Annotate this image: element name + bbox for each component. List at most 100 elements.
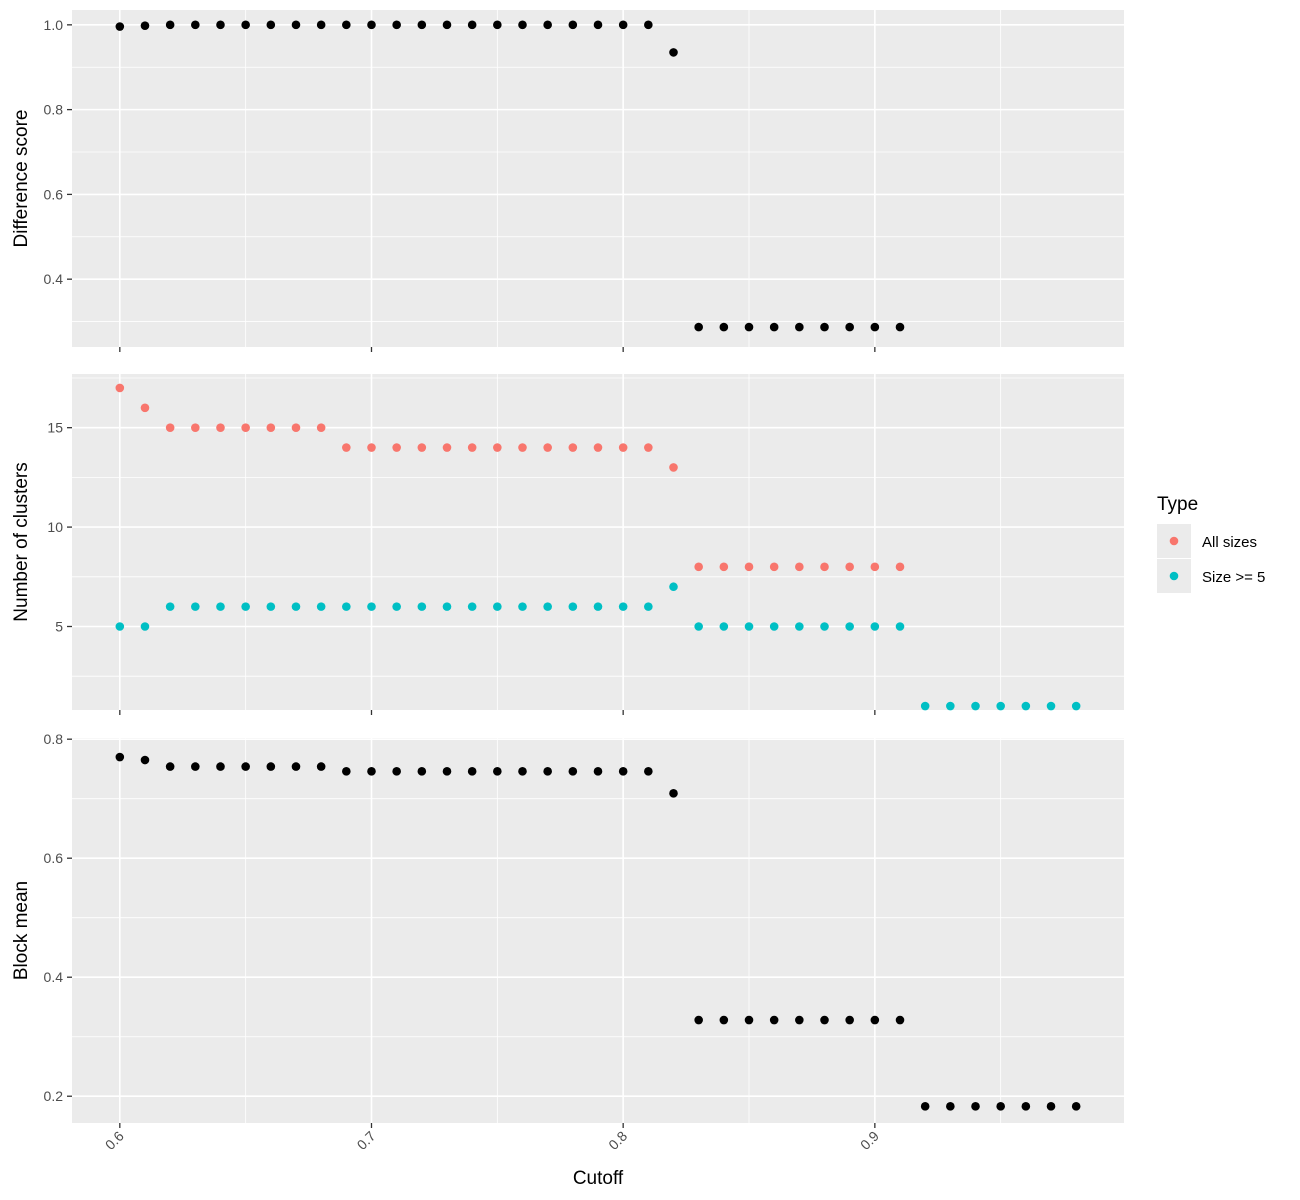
data-point <box>845 622 854 631</box>
data-point <box>618 767 628 776</box>
data-point <box>820 322 829 332</box>
data-point <box>996 701 1005 711</box>
data-point <box>392 602 401 611</box>
data-point <box>543 602 552 611</box>
data-point <box>669 789 678 798</box>
data-point <box>744 622 754 631</box>
data-point <box>140 403 150 413</box>
data-point <box>518 443 527 452</box>
data-point <box>367 443 376 452</box>
legend-label: All sizes <box>1202 534 1257 551</box>
data-point <box>644 20 653 30</box>
data-point <box>568 602 578 611</box>
y-tick-label: 15 <box>47 420 63 436</box>
x-tick-label: 0.6 <box>102 1128 127 1153</box>
legend-swatch <box>1169 536 1179 546</box>
data-point <box>518 767 527 776</box>
data-point <box>417 767 427 776</box>
data-point <box>467 602 477 611</box>
data-point <box>744 1015 754 1025</box>
data-point <box>618 443 628 452</box>
data-point <box>795 1015 804 1025</box>
data-point <box>568 767 578 776</box>
data-point <box>820 1015 829 1025</box>
data-point <box>568 443 578 452</box>
data-point <box>946 701 955 711</box>
data-point <box>920 701 930 711</box>
data-point <box>795 562 804 572</box>
data-point <box>266 423 276 432</box>
y-tick-label: 0.2 <box>44 1088 64 1104</box>
legend-entry: Size >= 5 <box>1157 559 1265 593</box>
data-point <box>719 1015 729 1025</box>
data-point <box>367 767 376 776</box>
data-point <box>367 20 376 30</box>
legend: Type All sizes Size >= 5 <box>1157 494 1265 593</box>
legend-label: Size >= 5 <box>1202 569 1265 586</box>
y-tick-label: 0.4 <box>44 969 64 985</box>
panel-3: 0.2 0.4 0.6 0.8 Block mean <box>11 731 1124 1128</box>
data-point <box>644 767 653 776</box>
y-tick-label: 0.4 <box>44 271 64 287</box>
data-point <box>417 20 427 30</box>
data-point <box>241 423 250 432</box>
data-point <box>467 443 477 452</box>
data-point <box>669 48 678 57</box>
data-point <box>493 602 502 611</box>
data-point <box>266 20 276 30</box>
data-point <box>115 752 125 762</box>
data-point <box>241 602 250 611</box>
data-point <box>216 762 225 771</box>
series-1 <box>115 20 905 332</box>
x-axis-title: Cutoff <box>573 1168 624 1189</box>
data-point <box>342 20 351 30</box>
data-point <box>467 767 477 776</box>
data-point <box>342 767 351 776</box>
data-point <box>140 21 150 30</box>
data-point <box>769 622 779 631</box>
data-point <box>895 622 905 631</box>
data-point <box>644 602 653 611</box>
data-point <box>618 602 628 611</box>
data-point <box>1021 1102 1031 1111</box>
data-point <box>845 322 854 332</box>
data-point <box>920 1102 930 1111</box>
data-point <box>467 20 477 30</box>
data-point <box>342 443 351 452</box>
data-point <box>845 562 854 572</box>
data-point <box>191 423 200 432</box>
data-point <box>593 443 603 452</box>
data-point <box>392 767 401 776</box>
data-point <box>115 22 125 31</box>
data-point <box>216 423 225 432</box>
data-point <box>719 622 729 631</box>
data-point <box>769 562 779 572</box>
data-point <box>895 562 905 572</box>
legend-swatch <box>1169 571 1179 581</box>
panel-1: 0.4 0.6 0.8 1.0 Difference score <box>11 10 1124 352</box>
data-point <box>316 423 326 432</box>
x-tick-label: 0.7 <box>354 1128 379 1153</box>
data-point <box>795 322 804 332</box>
data-point <box>342 602 351 611</box>
data-point <box>316 762 326 771</box>
data-point <box>191 20 200 30</box>
data-point <box>946 1102 955 1111</box>
data-point <box>442 20 452 30</box>
data-point <box>593 20 603 30</box>
legend-title: Type <box>1157 494 1198 515</box>
data-point <box>1021 701 1031 711</box>
x-tick-label: 0.8 <box>605 1128 630 1153</box>
data-point <box>820 562 829 572</box>
data-point <box>971 701 980 711</box>
data-point <box>769 322 779 332</box>
data-point <box>769 1015 779 1025</box>
y-tick-label: 5 <box>55 618 63 634</box>
data-point <box>694 622 703 631</box>
data-point <box>568 20 578 30</box>
data-point <box>493 20 502 30</box>
data-point <box>241 762 250 771</box>
data-point <box>1046 1102 1056 1111</box>
